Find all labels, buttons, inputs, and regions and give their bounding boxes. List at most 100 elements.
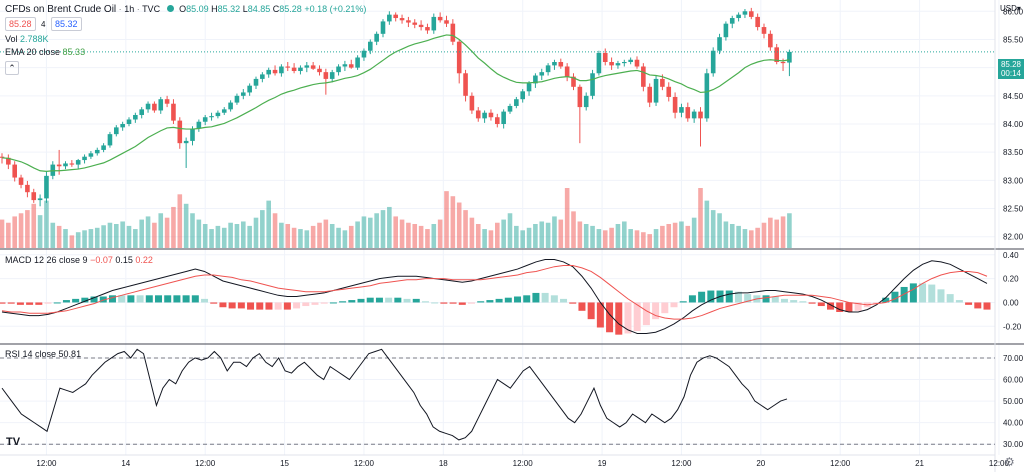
volume-bar	[666, 224, 672, 248]
macd-hist-bar	[366, 297, 374, 303]
macd-hist-bar	[219, 302, 227, 308]
macd-hist-bar	[458, 302, 466, 305]
volume-bar	[393, 216, 398, 248]
candle-body	[69, 163, 75, 165]
volume-bar	[355, 221, 360, 248]
volume-bar	[215, 225, 221, 248]
candle-body	[393, 14, 398, 19]
symbol-legend[interactable]: CFDs on Brent Crude Oil · 1h · TVC O85.0…	[5, 4, 367, 15]
macd-hist-bar	[403, 298, 411, 303]
candle-body	[475, 110, 481, 119]
volume-bar	[463, 210, 468, 248]
sell-button[interactable]: 85.28	[5, 17, 36, 31]
ema-legend[interactable]: EMA 20 close 85.33	[5, 46, 85, 58]
tradingview-logo[interactable]: TV	[6, 436, 20, 448]
volume-bar	[520, 230, 525, 248]
macd-hist-bar	[882, 297, 890, 303]
macd-hist-bar	[431, 302, 439, 304]
macd-hist-bar	[523, 295, 531, 303]
candle-body	[736, 14, 741, 19]
candle-body	[37, 198, 43, 201]
macd-hist-bar	[385, 297, 393, 303]
market-status-dot	[166, 5, 174, 12]
volume-bar	[37, 215, 43, 248]
macd-axis-tick: 0.40	[1003, 251, 1019, 260]
candle-body	[602, 52, 608, 62]
currency-selector[interactable]: USD▾	[1000, 3, 1021, 15]
macd-hist-bar	[90, 296, 98, 303]
macd-hist-bar	[633, 302, 641, 332]
macd-hist-bar	[228, 302, 236, 309]
volume-bar	[241, 221, 246, 248]
volume-bar	[660, 225, 665, 248]
last-price: 85.28	[1000, 60, 1022, 69]
macd-hist-bar	[154, 295, 162, 303]
macd-hist-bar	[486, 300, 494, 303]
macd-axis-tick: -0.20	[1003, 322, 1022, 331]
volume-bar	[736, 225, 741, 248]
macd-hist-bar	[550, 295, 558, 303]
volume-bar	[590, 225, 595, 248]
volume-bar	[571, 211, 576, 248]
macd-hist-bar	[283, 302, 291, 310]
volume-bar	[152, 222, 157, 248]
volume-legend[interactable]: Vol 2.788K	[5, 33, 49, 45]
volume-bar	[368, 217, 373, 248]
candle-body	[209, 116, 214, 118]
candle-body	[82, 156, 87, 161]
volume-bar	[755, 227, 760, 248]
macd-hist-bar	[596, 302, 604, 328]
time-axis-tick: 12:00	[830, 459, 851, 468]
volume-bar	[171, 206, 176, 248]
macd-hist-bar	[928, 284, 936, 303]
volume-bar	[329, 224, 335, 248]
macd-hist-bar	[375, 297, 383, 303]
volume-bar	[183, 203, 189, 248]
candle-body	[399, 18, 405, 21]
collapse-legend-button[interactable]: ⌃	[5, 61, 19, 75]
macd-hist-bar	[394, 297, 402, 303]
ohlc-c-label: C	[272, 4, 280, 14]
volume-series	[0, 188, 792, 248]
macd-hist-bar	[339, 301, 347, 303]
ohlc-h-label: H	[211, 4, 218, 14]
ohlc-high: 85.32	[217, 4, 241, 14]
volume-bar	[266, 200, 271, 248]
candle-body	[787, 51, 792, 63]
volume-bar	[120, 221, 125, 248]
candle-body	[577, 86, 583, 108]
candle-body	[272, 69, 278, 74]
price-axis-tick: 82.00	[1003, 233, 1024, 242]
candle-body	[507, 105, 513, 112]
buy-button[interactable]: 85.32	[51, 17, 82, 31]
candle-body	[444, 20, 449, 24]
trade-buttons: 85.28 4 85.32	[5, 17, 82, 31]
macd-hist-bar	[983, 302, 991, 310]
macd-axis-tick: 0.20	[1003, 275, 1019, 284]
macd-hist-bar	[762, 295, 770, 303]
time-axis-tick: 12:00	[354, 459, 375, 468]
macd-hist-bar	[449, 302, 457, 304]
candle-body	[672, 96, 678, 113]
rsi-axis-tick: 40.00	[1003, 419, 1024, 428]
macd-legend[interactable]: MACD 12 26 close 9 −0.07 0.15 0.22	[5, 254, 153, 266]
candle-body	[469, 95, 475, 111]
volume-bar	[190, 213, 195, 248]
settings-button[interactable]: ⚙	[1004, 456, 1015, 468]
macd-hist-bar	[670, 302, 678, 308]
volume-bar	[12, 216, 17, 248]
macd-hist-bar	[873, 302, 881, 304]
candle-body	[412, 22, 418, 25]
candle-body	[590, 73, 595, 96]
candle-body	[266, 69, 271, 75]
macd-hist-bar	[7, 302, 15, 304]
rsi-legend[interactable]: RSI 14 close 50.81	[5, 348, 81, 360]
volume-bar	[539, 221, 545, 248]
macd-hist-bar	[320, 302, 328, 304]
macd-hist-bar	[16, 302, 24, 305]
candle-body	[710, 50, 716, 74]
macd-hist-bar	[698, 291, 706, 303]
candle-body	[533, 75, 538, 84]
candle-body	[228, 102, 233, 110]
